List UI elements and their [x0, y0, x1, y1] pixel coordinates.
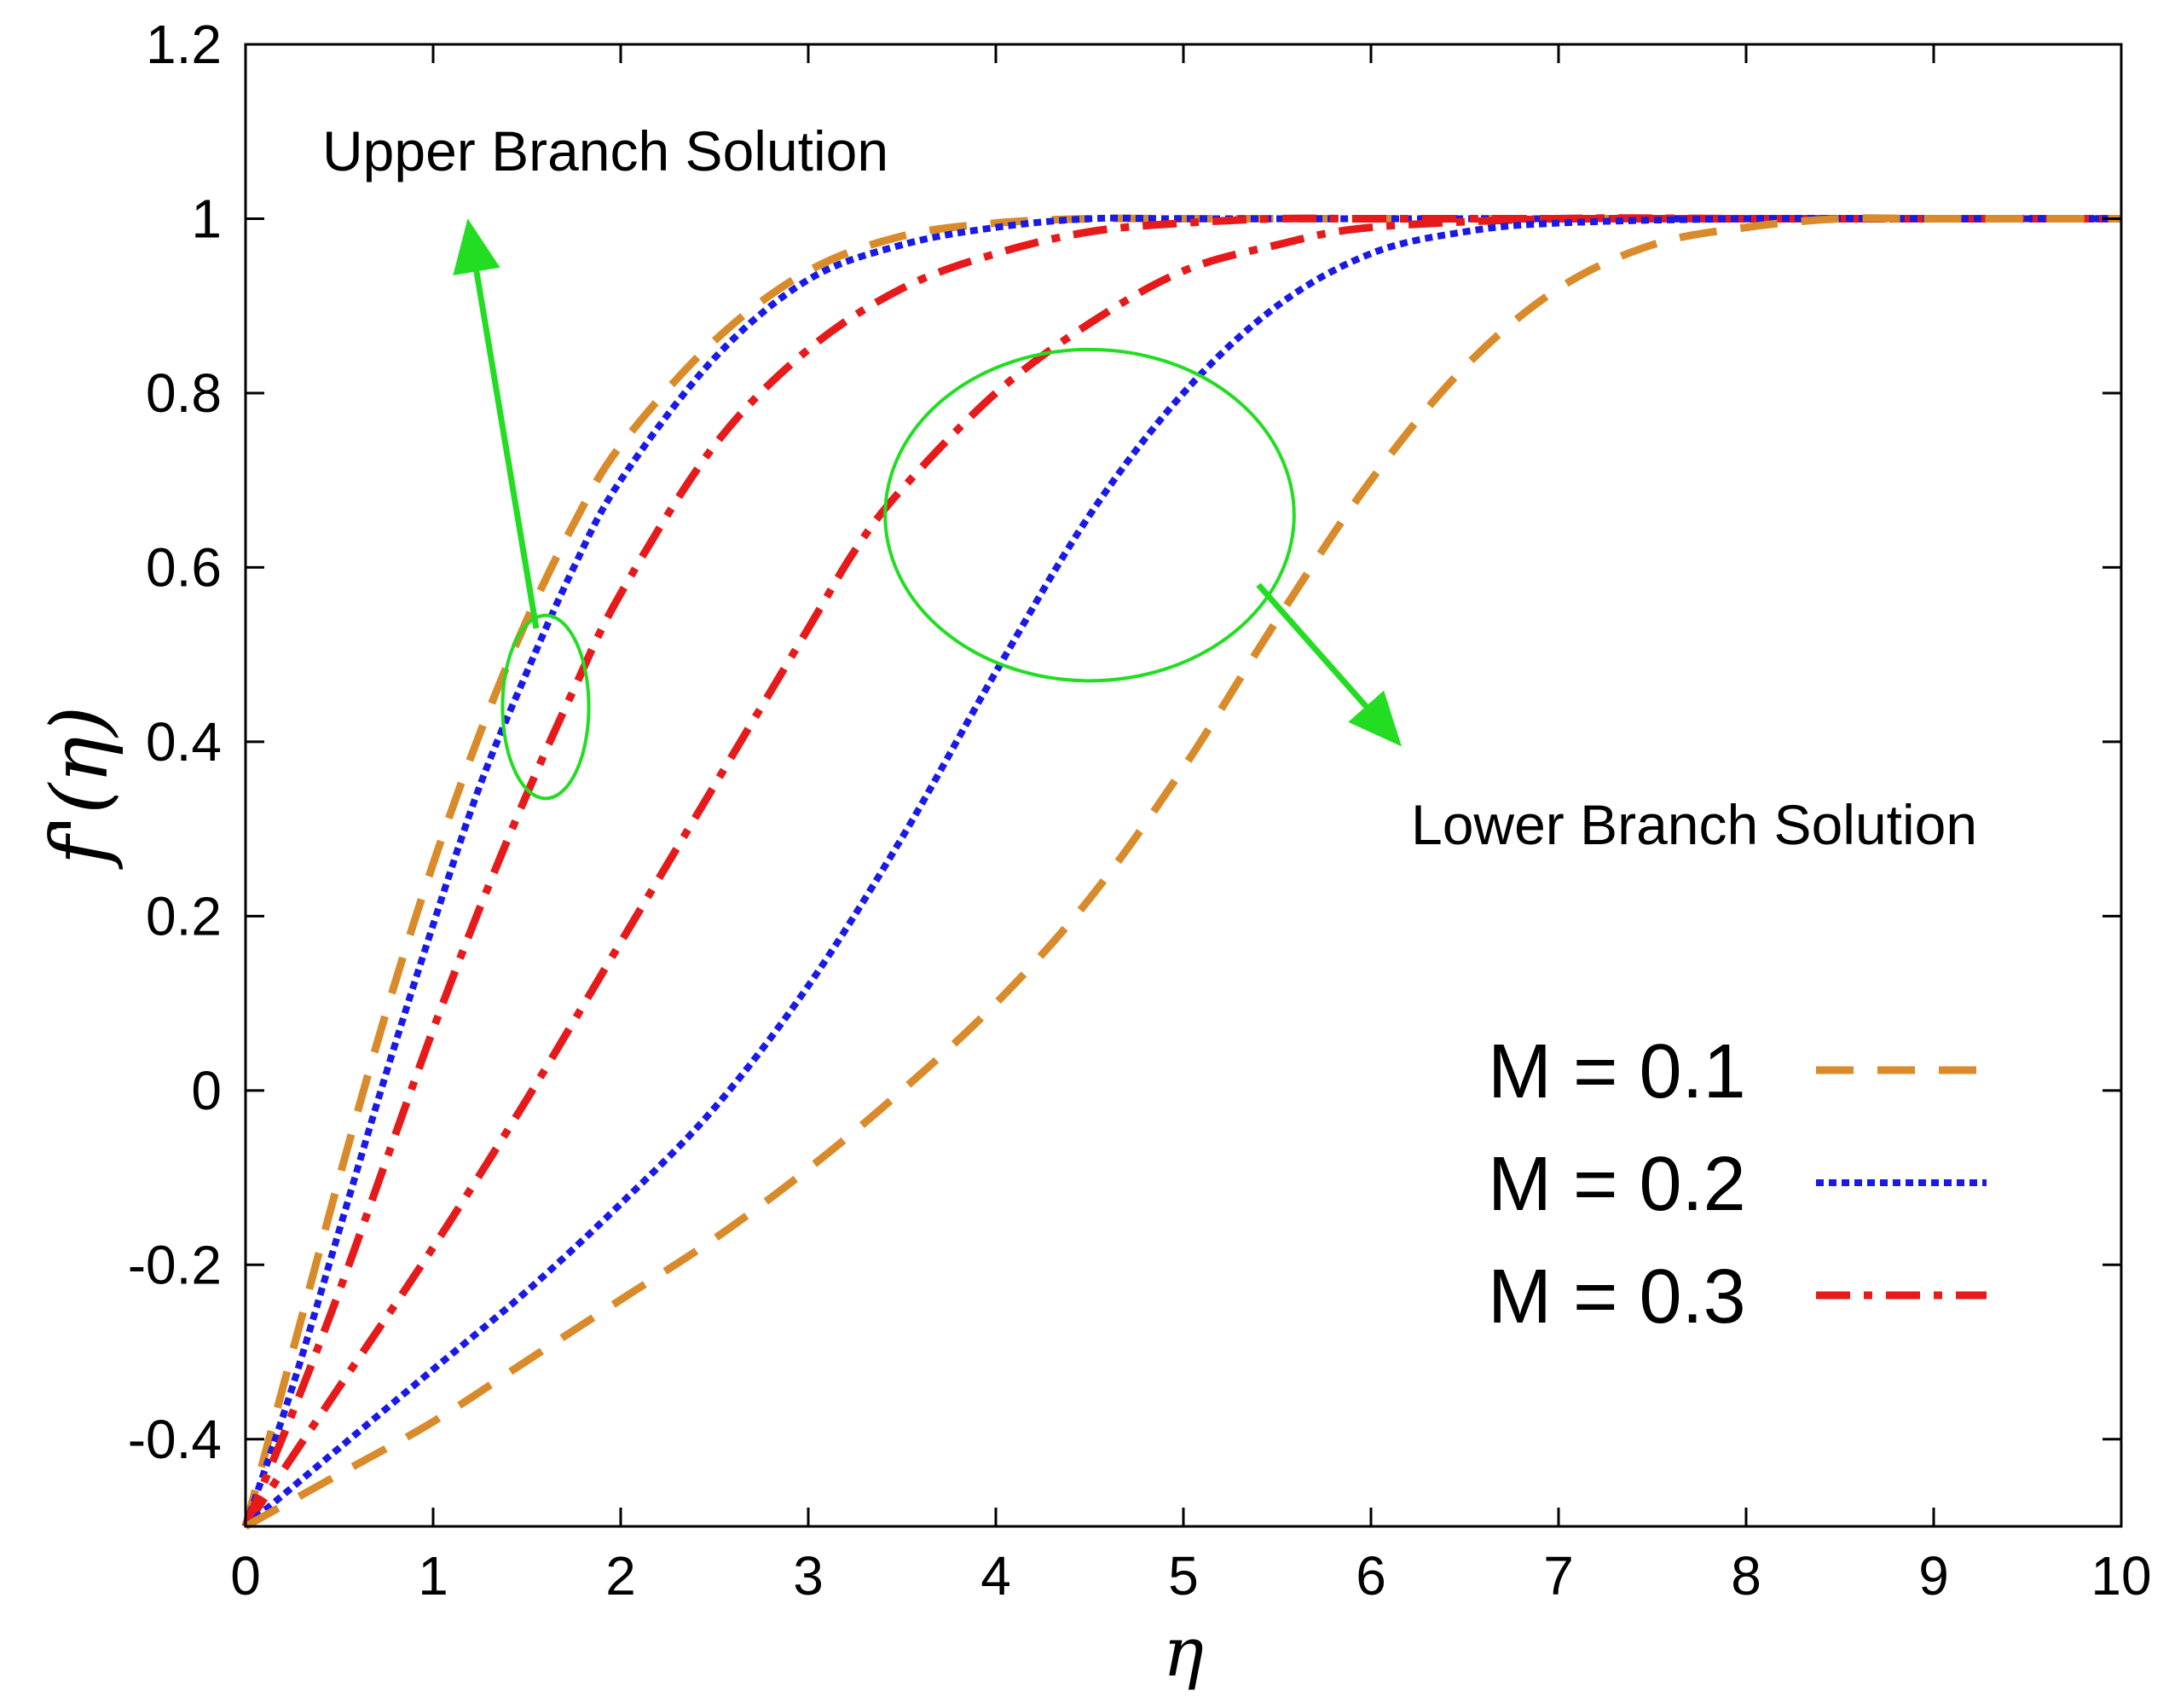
series-layer: [241, 214, 2121, 1530]
x-tick-label: 7: [1543, 1545, 1574, 1607]
x-tick-label: 5: [1168, 1545, 1199, 1607]
x-tick-label: 0: [230, 1545, 261, 1607]
annotation-arrow-1: [453, 218, 540, 629]
legend-label-2: M = 0.2: [1488, 1142, 1746, 1227]
legend: M = 0.1 M = 0.2 M = 0.3: [1488, 1029, 1987, 1340]
y-tick-label: -0.2: [128, 1234, 222, 1295]
y-axis-label: f'(η): [34, 706, 125, 870]
annotation-arrow-2: [1256, 582, 1402, 747]
y-tick-label: 0.4: [146, 711, 222, 773]
y-tick-label: 0.8: [146, 362, 222, 424]
annotation-upper-branch: Upper Branch Solution: [322, 119, 888, 182]
y-tick-label: 0: [191, 1060, 222, 1121]
annotation-ellipse-2: [883, 347, 1296, 683]
x-tick-label: 3: [793, 1545, 824, 1607]
y-tick-label: 0.2: [146, 885, 222, 947]
series-line-lower-5: [243, 215, 2121, 1530]
y-tick-label: 0.6: [146, 536, 222, 598]
x-tick-label: 10: [2091, 1545, 2151, 1607]
plot-area: [246, 44, 2121, 1526]
series-line-upper-1: [241, 214, 2121, 1528]
x-tick-label: 6: [1356, 1545, 1386, 1607]
y-tick-label: 1: [191, 188, 222, 249]
series-line-lower-6: [243, 214, 2121, 1530]
series-line-upper-2: [242, 214, 2121, 1528]
legend-label-1: M = 0.1: [1488, 1029, 1746, 1115]
x-tick-label: 4: [980, 1545, 1011, 1607]
ticks: 0 1 2 3 4 5 6 7 8 9 10 -0.4 -0.2 0 0.2 0.4 0.6 0.8 1 1.2: [128, 14, 2152, 1607]
x-axis-label: η: [1163, 1612, 1204, 1692]
legend-label-3: M = 0.3: [1488, 1254, 1746, 1340]
y-tick-label: 1.2: [146, 14, 222, 75]
plot-background: [246, 44, 2121, 1526]
x-tick-label: 2: [605, 1545, 636, 1607]
annotation-ellipse-1: [500, 613, 591, 801]
x-tick-label: 1: [418, 1545, 448, 1607]
annotation-lower-branch: Lower Branch Solution: [1411, 793, 1977, 856]
annotations: Upper Branch Solution Lower Branch Soluti…: [322, 119, 1977, 856]
y-tick-label: -0.4: [128, 1409, 222, 1470]
x-tick-label: 9: [1918, 1545, 1949, 1607]
x-tick-label: 8: [1731, 1545, 1761, 1607]
